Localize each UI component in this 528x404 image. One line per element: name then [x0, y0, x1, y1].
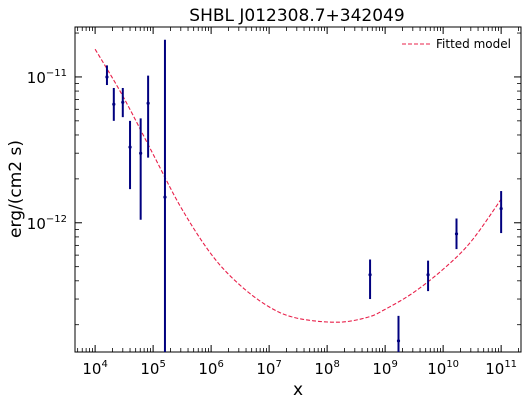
- data-point: [128, 145, 132, 149]
- x-tick-label: 1011: [485, 359, 517, 378]
- legend-label-fitted-model: Fitted model: [436, 37, 511, 51]
- y-axis-label: erg/(cm2 s): [6, 140, 26, 238]
- x-tick-label: 107: [256, 359, 281, 378]
- plot-frame: [74, 26, 522, 353]
- legend: Fitted model: [402, 37, 511, 51]
- fitted-model-line: [94, 48, 502, 323]
- axis-ticks: [75, 27, 521, 352]
- data-point: [112, 102, 116, 106]
- data-points-layer: [105, 39, 503, 352]
- data-point: [499, 207, 503, 211]
- x-tick-label: 1010: [427, 359, 459, 378]
- x-tick-label: 108: [314, 359, 339, 378]
- data-point: [146, 101, 150, 105]
- data-point: [105, 75, 109, 79]
- x-axis-label: x: [293, 380, 303, 400]
- data-point: [426, 273, 430, 277]
- chart-title: SHBL J012308.7+342049: [189, 6, 404, 26]
- tick-labels: 104 105 106 107 108 109 1010 1011 10−11 10−12: [27, 68, 517, 378]
- x-tick-label: 105: [140, 359, 165, 378]
- x-tick-label: 106: [198, 359, 223, 378]
- y-tick-label: 10−12: [27, 214, 67, 233]
- data-point: [163, 195, 167, 199]
- data-point: [454, 232, 459, 236]
- data-point: [396, 339, 401, 343]
- data-point: [121, 100, 125, 104]
- y-tick-label: 10−11: [27, 68, 67, 87]
- x-tick-label: 109: [372, 359, 397, 378]
- data-point: [368, 273, 372, 277]
- data-point: [139, 151, 143, 155]
- fitted-model-layer: [94, 48, 502, 323]
- x-tick-label: 104: [82, 359, 107, 378]
